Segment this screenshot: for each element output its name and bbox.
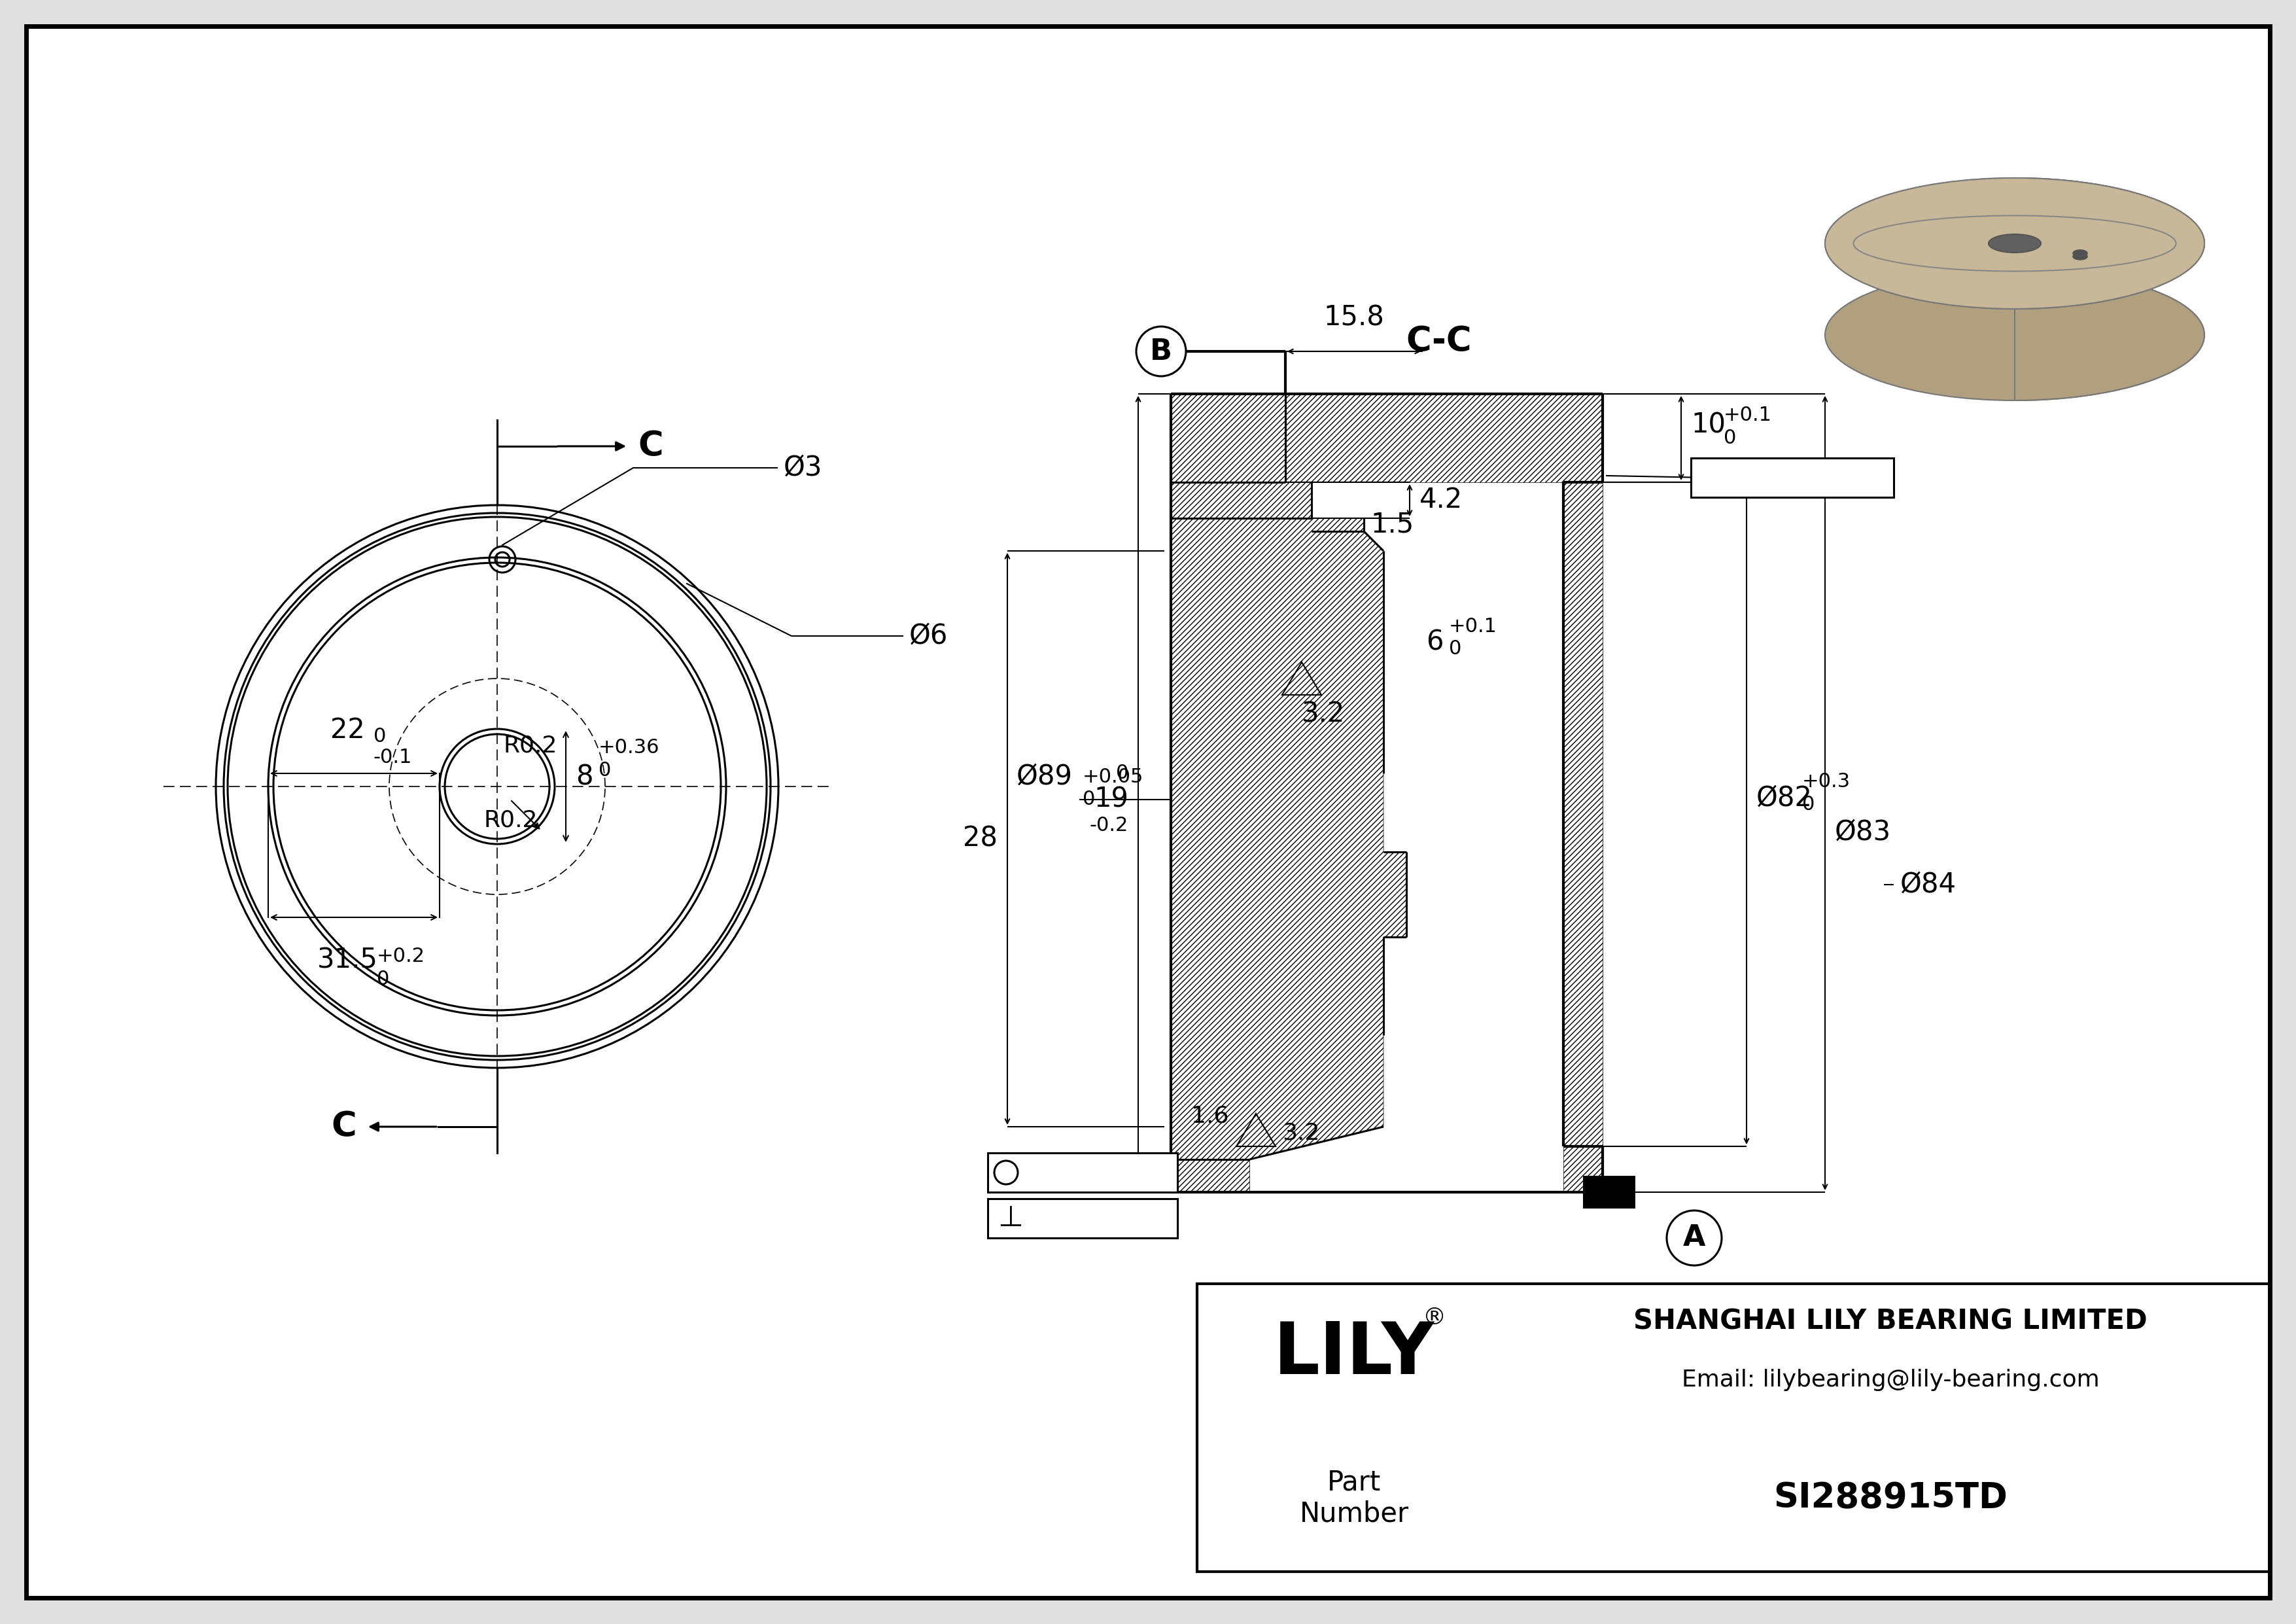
Text: 15.8: 15.8 [1325, 304, 1384, 331]
Text: 0: 0 [599, 762, 611, 780]
Text: Ø84: Ø84 [1901, 870, 1956, 898]
Polygon shape [1564, 1147, 1603, 1192]
Text: 10: 10 [1690, 411, 1727, 438]
Text: Email: lilybearing@lily-bearing.com: Email: lilybearing@lily-bearing.com [1681, 1369, 2099, 1392]
Ellipse shape [2073, 253, 2087, 260]
Bar [987, 1199, 1178, 1237]
Text: B: B [1127, 1207, 1148, 1231]
Text: 0: 0 [1802, 796, 1814, 814]
Text: 22: 22 [331, 716, 365, 744]
Text: +0.3: +0.3 [1802, 771, 1851, 791]
Text: Ø0.025: Ø0.025 [1033, 1161, 1120, 1184]
Text: B: B [1150, 338, 1173, 365]
Text: 0: 0 [374, 728, 386, 745]
Text: R0.2: R0.2 [503, 734, 558, 757]
Text: 0: 0 [1724, 429, 1736, 448]
Text: SI288915TD: SI288915TD [1773, 1481, 2007, 1515]
Text: +0.2: +0.2 [377, 947, 425, 966]
Polygon shape [1286, 395, 1603, 482]
Text: 3.2: 3.2 [1302, 702, 1345, 728]
Text: +0.1: +0.1 [1449, 617, 1497, 635]
Text: Part
Number: Part Number [1300, 1468, 1410, 1528]
Bar [1582, 1176, 1635, 1208]
Text: +0.36: +0.36 [599, 737, 659, 757]
Text: 6: 6 [1426, 628, 1444, 656]
Text: 0: 0 [1116, 763, 1127, 783]
Text: +0.1: +0.1 [1724, 406, 1773, 424]
Ellipse shape [1988, 234, 2041, 253]
Text: 19: 19 [1093, 786, 1127, 814]
Polygon shape [1171, 395, 1407, 1160]
Text: 1.6: 1.6 [1192, 1104, 1228, 1127]
Text: C: C [638, 429, 664, 463]
Text: ⊥: ⊥ [996, 1205, 1024, 1233]
Circle shape [1137, 326, 1187, 377]
Text: -0.1: -0.1 [374, 749, 413, 767]
Text: 0.025: 0.025 [1033, 1207, 1102, 1229]
Ellipse shape [1988, 234, 2041, 253]
Text: A: A [1127, 1160, 1148, 1186]
Text: Ø89: Ø89 [1017, 763, 1072, 791]
Text: -0.2: -0.2 [1091, 817, 1127, 835]
Ellipse shape [2073, 250, 2087, 257]
Text: ®: ® [1424, 1307, 1446, 1328]
Ellipse shape [1825, 179, 2204, 309]
Text: 0: 0 [1449, 640, 1463, 659]
Text: Ø6: Ø6 [909, 622, 948, 650]
Text: +0.05: +0.05 [1084, 767, 1143, 786]
Polygon shape [1564, 482, 1603, 1147]
Text: C: C [331, 1109, 356, 1143]
Polygon shape [2014, 179, 2204, 401]
Text: 0: 0 [377, 970, 390, 989]
Text: 31.5: 31.5 [317, 947, 379, 974]
Text: 4.2: 4.2 [1419, 487, 1463, 513]
Ellipse shape [1825, 270, 2204, 401]
Text: R0.2: R0.2 [484, 809, 537, 831]
Bar [1690, 458, 1894, 497]
Text: 3.2: 3.2 [1281, 1122, 1320, 1145]
Text: Ø82: Ø82 [1756, 784, 1812, 812]
Text: LILY: LILY [1274, 1319, 1435, 1389]
Bar [1196, 1283, 2271, 1572]
Text: 0.025: 0.025 [1736, 464, 1809, 490]
Text: SHANGHAI LILY BEARING LIMITED: SHANGHAI LILY BEARING LIMITED [1632, 1307, 2147, 1335]
Circle shape [1667, 1210, 1722, 1265]
Text: 0: 0 [1084, 791, 1095, 809]
Bar [987, 1153, 1178, 1192]
Text: Ø3: Ø3 [783, 455, 822, 482]
Text: 8: 8 [576, 763, 592, 791]
Text: 28: 28 [962, 825, 996, 853]
Ellipse shape [1825, 179, 2204, 309]
Text: C-C: C-C [1405, 325, 1472, 359]
Text: Ø83: Ø83 [1835, 818, 1892, 846]
Polygon shape [1171, 1160, 1249, 1192]
Text: A: A [1683, 1224, 1706, 1252]
Text: 1.5: 1.5 [1371, 512, 1414, 539]
Text: B: B [1844, 464, 1864, 490]
